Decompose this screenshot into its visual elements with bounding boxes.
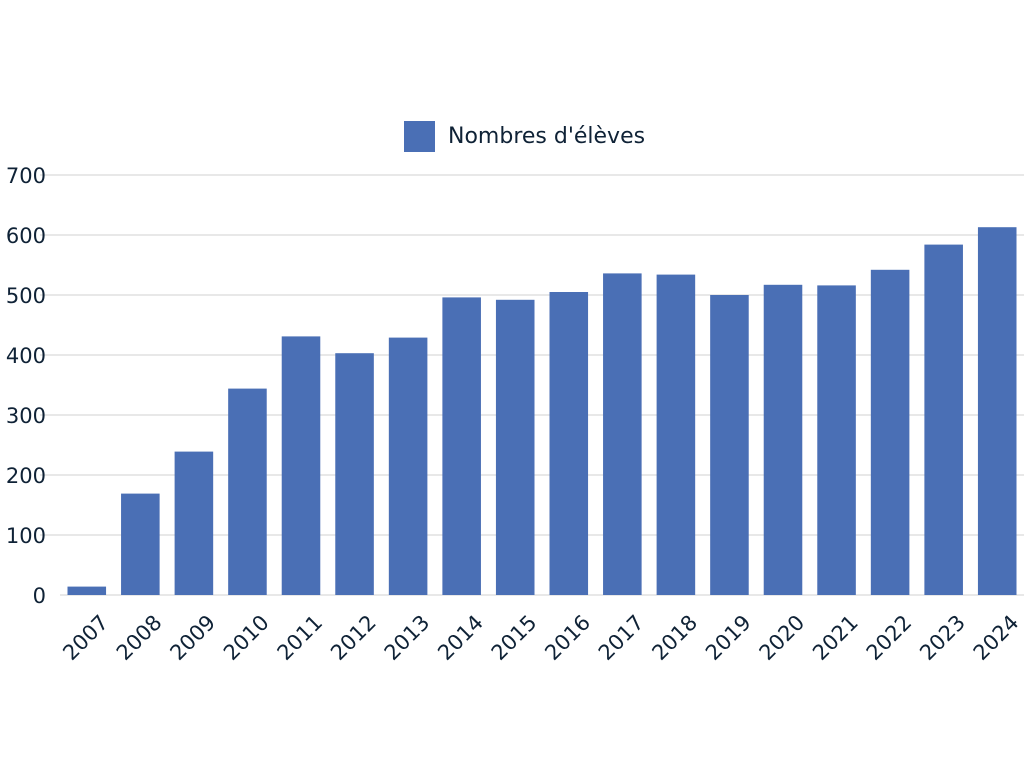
bar-2018 — [656, 274, 696, 595]
y-tick-label: 400 — [6, 344, 46, 368]
x-tick-label: 2023 — [915, 610, 970, 665]
x-tick-label: 2019 — [701, 610, 756, 665]
x-tick-label: 2022 — [862, 610, 917, 665]
x-tick-label: 2011 — [273, 610, 328, 665]
x-tick-label: 2014 — [433, 610, 488, 665]
bar-2014 — [442, 297, 481, 595]
x-tick-label: 2017 — [594, 610, 649, 665]
bar-2021 — [817, 285, 856, 595]
x-tick-label: 2012 — [326, 610, 381, 665]
bar-2010 — [228, 388, 267, 595]
x-tick-label: 2020 — [755, 610, 810, 665]
bar-2007 — [67, 586, 107, 595]
bar-2019 — [710, 295, 749, 595]
bar-2017 — [603, 273, 642, 595]
x-axis-ticks: 2007200820092010201120122013201420152016… — [58, 610, 1023, 665]
x-tick-label: 2015 — [487, 610, 542, 665]
bar-2015 — [495, 299, 535, 595]
x-tick-label: 2024 — [969, 610, 1024, 665]
y-tick-label: 500 — [6, 284, 46, 308]
y-tick-label: 300 — [6, 404, 46, 428]
x-tick-label: 2021 — [808, 610, 863, 665]
y-tick-label: 100 — [6, 524, 46, 548]
y-tick-label: 700 — [6, 164, 46, 188]
x-tick-label: 2009 — [165, 610, 220, 665]
x-tick-label: 2007 — [58, 610, 113, 665]
y-tick-label: 200 — [6, 464, 46, 488]
x-tick-label: 2016 — [540, 610, 595, 665]
bar-2020 — [763, 284, 803, 595]
x-tick-label: 2010 — [219, 610, 274, 665]
bar-2011 — [281, 336, 321, 595]
bar-2016 — [549, 292, 589, 595]
bar-2023 — [924, 244, 963, 595]
bars — [67, 227, 1017, 595]
x-tick-label: 2008 — [112, 610, 167, 665]
y-tick-label: 0 — [33, 584, 46, 608]
x-tick-label: 2018 — [647, 610, 702, 665]
y-axis-ticks: 0 100 200 300 400 500 600 700 — [6, 164, 46, 608]
bar-2012 — [335, 353, 374, 595]
x-tick-label: 2013 — [380, 610, 435, 665]
bar-2022 — [870, 269, 910, 595]
y-tick-label: 600 — [6, 224, 46, 248]
bar-2024 — [977, 227, 1017, 595]
bar-2013 — [388, 337, 428, 595]
bar-2008 — [121, 493, 160, 595]
legend-swatch — [404, 120, 435, 152]
legend-label: Nombres d'élèves — [448, 123, 646, 149]
bar-2009 — [174, 451, 214, 595]
legend: Nombres d'élèves — [404, 120, 645, 152]
